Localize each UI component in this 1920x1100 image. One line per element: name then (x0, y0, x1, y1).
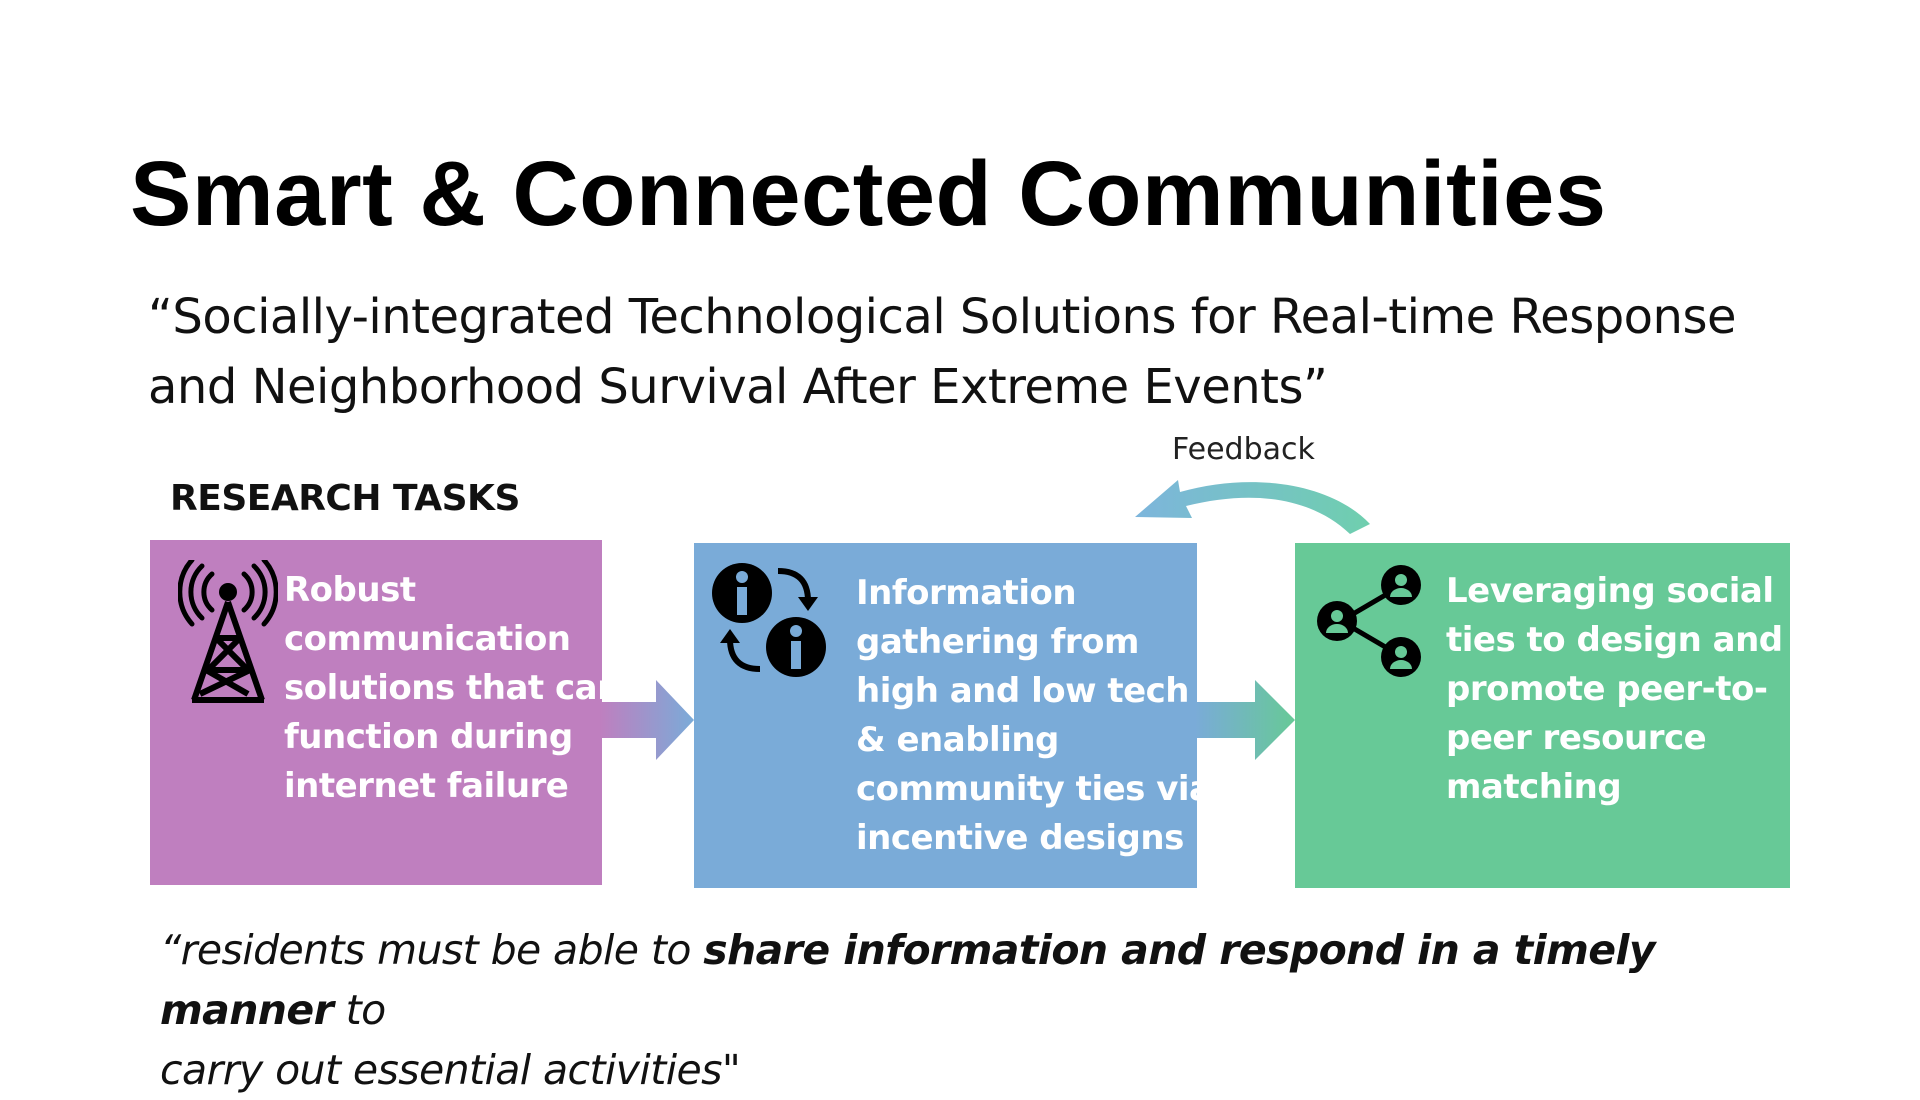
feedback-arrow (1135, 480, 1370, 534)
task-1-line: communication (284, 619, 571, 659)
task-3-line: matching (1446, 767, 1622, 807)
quote-part-2: to (333, 986, 387, 1034)
task-2-line: Information (856, 573, 1077, 613)
task-1-line: solutions that can (284, 668, 621, 708)
task-text-communication: Robust communication solutions that can … (284, 566, 621, 811)
task-text-social-ties: Leveraging social ties to design and pro… (1446, 567, 1783, 812)
task-1-line: function during (284, 717, 573, 757)
task-2-line: & enabling (856, 720, 1059, 760)
subtitle-line-1: “Socially-integrated Technological Solut… (148, 289, 1737, 345)
quote-line-2: carry out essential activities" (160, 1046, 741, 1094)
task-3-line: Leveraging social (1446, 571, 1774, 611)
task-2-line: community ties via (856, 769, 1212, 809)
subtitle-line-2: and Neighborhood Survival After Extreme … (148, 359, 1328, 415)
task-1-line: internet failure (284, 766, 569, 806)
task-3-line: ties to design and (1446, 620, 1783, 660)
task-3-line: promote peer-to- (1446, 669, 1768, 709)
task-3-line: peer resource (1446, 718, 1707, 758)
task-1-line: Robust (284, 570, 416, 610)
slide-title: Smart & Connected Communities (130, 143, 1607, 245)
task-2-line: incentive designs (856, 818, 1184, 858)
quote-emphasis: share information and respond in a timel… (160, 926, 1656, 1034)
quote-part-1: “residents must be able to (160, 926, 704, 974)
flow-arrow-2-to-3 (1195, 680, 1295, 760)
task-box-information: Information gathering from high and low … (694, 543, 1212, 888)
slide-subtitle: “Socially-integrated Technological Solut… (148, 282, 1768, 422)
flow-arrow-1-to-2 (600, 680, 694, 760)
radio-tower-icon (178, 560, 278, 703)
research-tasks-label: RESEARCH TASKS (170, 478, 520, 519)
task-2-line: high and low tech (856, 671, 1189, 711)
task-box-social-ties: Leveraging social ties to design and pro… (1295, 543, 1790, 888)
social-network-icon (1317, 565, 1421, 677)
quote: “residents must be able to share informa… (160, 920, 1820, 1100)
task-box-communication: Robust communication solutions that can … (150, 540, 621, 885)
information-exchange-icon (712, 563, 826, 677)
feedback-label: Feedback (1172, 432, 1315, 467)
task-text-information: Information gathering from high and low … (856, 569, 1212, 863)
task-2-line: gathering from (856, 622, 1139, 662)
